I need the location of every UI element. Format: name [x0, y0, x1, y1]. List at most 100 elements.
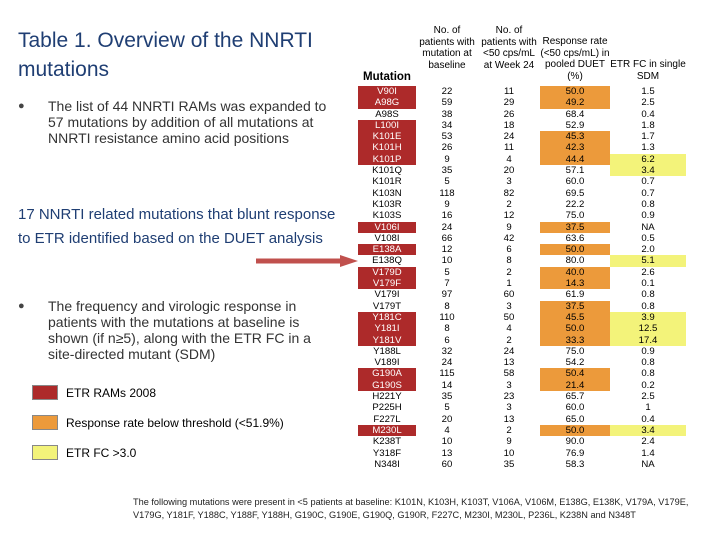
etr-fc-cell: NA — [641, 221, 655, 233]
mutation-cell: K103N — [372, 187, 402, 199]
mutation-cell: V179I — [374, 289, 400, 301]
header-mutation: Mutation — [363, 71, 411, 83]
week24-count-cell: 24 — [503, 131, 515, 143]
week24-count-cell: 10 — [503, 447, 515, 459]
table-row: G190A 115 58 50.4 0.8 — [358, 368, 686, 380]
table-row: V179T 8 3 37.5 0.8 — [358, 300, 686, 312]
mutation-cell: G190S — [358, 379, 416, 392]
week24-count-cell: 60 — [503, 289, 515, 301]
header-week24: No. of patients with <50 cps/mL at Week … — [481, 25, 537, 71]
etr-fc-cell: 3.4 — [610, 424, 686, 437]
bullet-expanded-list: ● The list of 44 NNRTI RAMs was expanded… — [18, 98, 336, 146]
mutation-cell: K101Q — [372, 165, 402, 177]
baseline-count-cell: 97 — [441, 289, 453, 301]
mutation-cell: K103S — [372, 210, 402, 222]
baseline-count-cell: 53 — [441, 131, 453, 143]
table-row: K103R 9 2 22.2 0.8 — [358, 199, 686, 210]
baseline-count-cell: 35 — [441, 165, 453, 177]
week24-count-cell: 9 — [506, 221, 512, 233]
week24-count-cell: 29 — [503, 97, 515, 109]
mutation-cell: K101H — [358, 142, 416, 154]
mutation-cell: K238T — [372, 436, 402, 448]
response-rate-cell: 76.9 — [565, 447, 585, 459]
table-row: V106I 24 9 37.5 NA — [358, 221, 686, 233]
week24-count-cell: 3 — [506, 176, 512, 188]
bullet-dot-icon: ● — [18, 300, 25, 312]
baseline-count-cell: 5 — [444, 176, 450, 188]
etr-fc-cell: 0.4 — [641, 413, 655, 425]
header-etr-fc: ETR FC in single SDM — [610, 59, 686, 82]
etr-fc-cell: NA — [641, 458, 655, 470]
response-rate-cell: 44.4 — [540, 153, 610, 166]
response-rate-cell: 50.4 — [540, 368, 610, 380]
legend-swatch — [32, 385, 58, 400]
etr-fc-cell: 17.4 — [610, 334, 686, 346]
response-rate-cell: 45.5 — [540, 311, 610, 324]
week24-count-cell: 42 — [503, 232, 515, 244]
week24-count-cell: 8 — [506, 255, 512, 267]
legend-label: ETR RAMs 2008 — [66, 386, 157, 400]
baseline-count-cell: 9 — [444, 153, 450, 165]
week24-count-cell: 2 — [506, 266, 512, 278]
etr-fc-cell: 6.2 — [610, 153, 686, 166]
etr-fc-cell: 2.4 — [641, 436, 655, 448]
legend-swatch — [32, 445, 58, 460]
baseline-count-cell: 26 — [441, 142, 453, 154]
table-row: K101Q 35 20 57.1 3.4 — [358, 165, 686, 177]
table-row: Y181V 6 2 33.3 17.4 — [358, 334, 686, 346]
mutation-cell: K101P — [358, 153, 416, 166]
week24-count-cell: 58 — [503, 368, 515, 380]
response-rate-cell: 40.0 — [540, 266, 610, 279]
table-row: E138Q 10 8 80.0 5.1 — [358, 255, 686, 267]
baseline-count-cell: 7 — [444, 278, 450, 290]
table-row: N348I 60 35 58.3 NA — [358, 459, 686, 470]
week24-count-cell: 82 — [503, 187, 515, 199]
mutation-cell: F227L — [373, 413, 401, 425]
mutation-cell: E138A — [358, 244, 416, 256]
baseline-count-cell: 13 — [441, 447, 453, 459]
baseline-count-cell: 14 — [441, 379, 453, 391]
response-rate-cell: 50.0 — [540, 424, 610, 437]
table-row: Y318F 13 10 76.9 1.4 — [358, 448, 686, 459]
etr-fc-cell: 1.8 — [641, 119, 655, 131]
baseline-count-cell: 38 — [441, 108, 453, 120]
etr-fc-cell: 0.8 — [641, 289, 655, 301]
table-row: G190S 14 3 21.4 0.2 — [358, 379, 686, 392]
response-rate-cell: 65.0 — [565, 413, 585, 425]
table-row: V90I 22 11 50.0 1.5 — [358, 86, 686, 98]
etr-fc-cell: 0.8 — [641, 198, 655, 210]
mutation-table: V90I 22 11 50.0 1.5 A98G 59 29 49.2 2.5 A98S 38 26 68… — [358, 86, 686, 470]
etr-fc-cell: 0.8 — [641, 368, 655, 380]
legend-swatch — [32, 415, 58, 430]
baseline-count-cell: 24 — [441, 221, 453, 233]
baseline-count-cell: 10 — [441, 255, 453, 267]
week24-count-cell: 26 — [503, 108, 515, 120]
week24-count-cell: 2 — [506, 334, 512, 346]
response-rate-cell: 22.2 — [565, 198, 585, 210]
response-rate-cell: 58.3 — [565, 458, 585, 470]
response-rate-cell: 45.3 — [540, 131, 610, 143]
etr-fc-cell: 0.7 — [641, 187, 655, 199]
week24-count-cell: 4 — [506, 323, 512, 335]
mutation-cell: K101R — [372, 176, 402, 188]
mutation-cell: K103R — [372, 198, 402, 210]
etr-fc-cell: 2.6 — [641, 266, 655, 278]
response-rate-cell: 21.4 — [540, 379, 610, 392]
etr-fc-cell: 3.4 — [610, 165, 686, 177]
mutation-cell: V189I — [374, 357, 400, 369]
response-rate-cell: 50.0 — [540, 86, 610, 98]
baseline-count-cell: 9 — [444, 198, 450, 210]
etr-fc-cell: 5.1 — [610, 255, 686, 267]
baseline-count-cell: 8 — [444, 300, 450, 312]
week24-count-cell: 18 — [503, 119, 515, 131]
table-row: K101H 26 11 42.3 1.3 — [358, 142, 686, 154]
section-heading: 17 NNRTI related mutations that blunt re… — [18, 206, 336, 247]
etr-fc-cell: 0.7 — [641, 176, 655, 188]
response-rate-cell: 50.0 — [540, 244, 610, 256]
mutation-cell: V90I — [358, 86, 416, 98]
baseline-count-cell: 16 — [441, 210, 453, 222]
baseline-count-cell: 4 — [444, 424, 450, 436]
baseline-count-cell: 59 — [441, 97, 453, 109]
baseline-count-cell: 110 — [439, 311, 455, 323]
etr-fc-cell: 1.7 — [641, 131, 655, 143]
